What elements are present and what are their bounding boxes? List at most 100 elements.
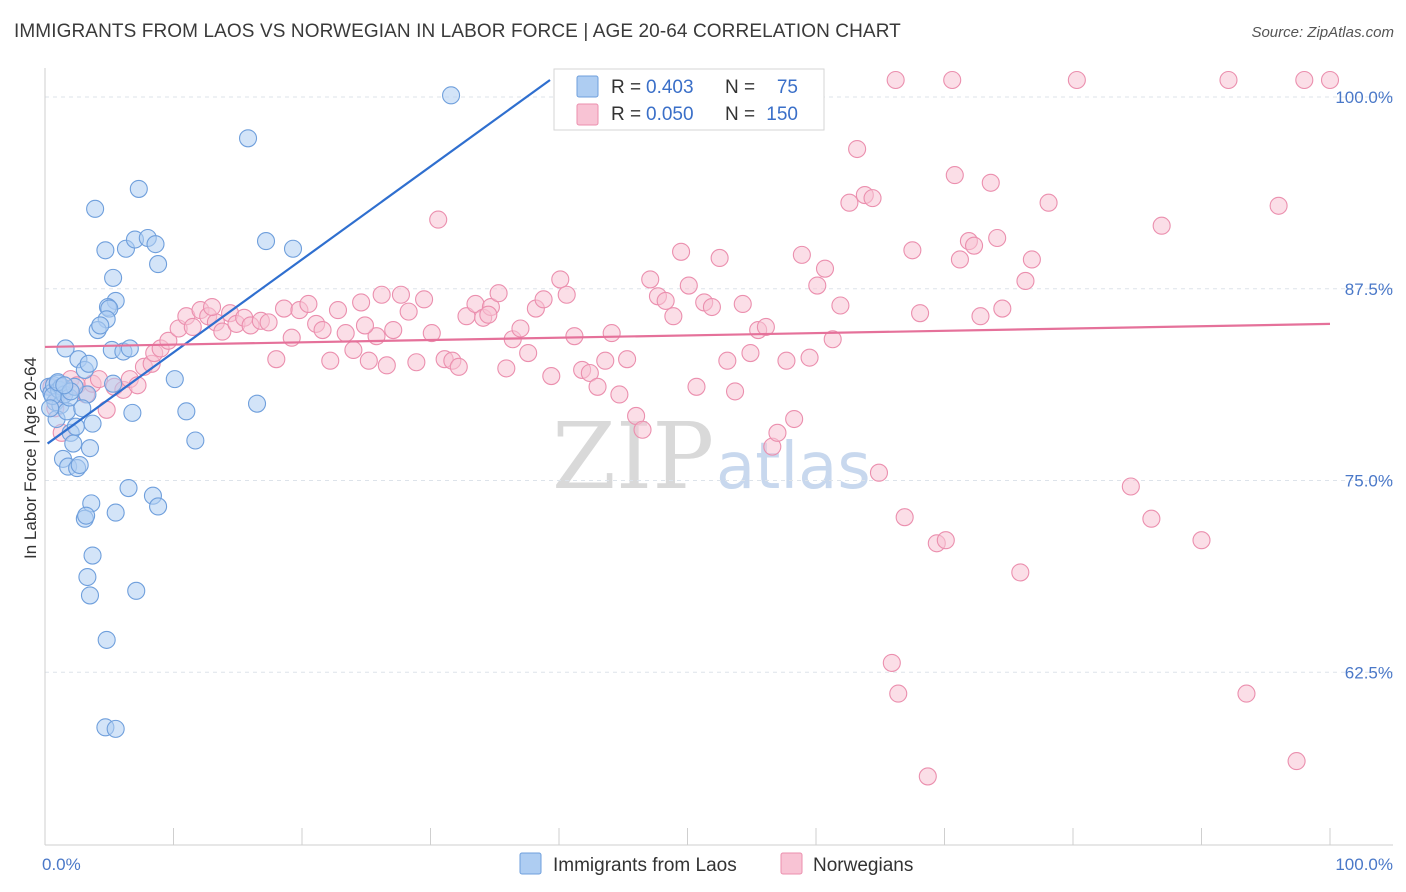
norwegians-point (831, 296, 850, 315)
gridlines (45, 96, 1393, 673)
laos-point (83, 546, 102, 565)
laos-point (177, 402, 196, 421)
norwegians-point (981, 173, 1000, 192)
bottom-legend-swatch-norwegians (780, 852, 803, 875)
norwegians-point (519, 344, 538, 363)
norwegians-point (1022, 250, 1041, 269)
norwegians-points (42, 70, 1340, 786)
x-tick-label-min: 0.0% (42, 855, 81, 874)
norwegians-point (725, 382, 745, 401)
norwegians-point (633, 420, 652, 439)
norwegians-point (542, 367, 561, 386)
norwegians-point (377, 356, 396, 375)
norwegians-point (687, 377, 706, 396)
norwegians-point (823, 330, 842, 349)
laos-point (78, 567, 97, 587)
norwegians-point (344, 340, 363, 360)
norwegians-point (672, 242, 691, 261)
norwegians-point (965, 236, 984, 255)
norwegians-point (710, 248, 729, 267)
norwegians-point (407, 353, 426, 372)
norwegians-point (993, 299, 1012, 318)
legend-n-value-blue: 75 (777, 77, 798, 98)
laos-point (283, 239, 303, 258)
norwegians-point (641, 270, 660, 289)
legend-r-label-blue: R = (611, 77, 641, 98)
legend-n-label-pink: N = (725, 104, 755, 125)
norwegians-point (886, 70, 905, 90)
norwegians-point (352, 293, 371, 312)
laos-point (146, 235, 165, 254)
laos-point (77, 506, 96, 525)
norwegians-point (274, 299, 294, 318)
norwegians-point (267, 350, 286, 369)
norwegians-point (1067, 70, 1086, 90)
norwegians-point (1121, 477, 1140, 496)
norwegians-point (664, 307, 683, 326)
y-tick-label: 87.5% (1345, 280, 1393, 299)
norwegians-point (479, 305, 498, 324)
norwegians-point (945, 166, 964, 185)
norwegians-point (785, 409, 804, 429)
norwegians-point (903, 241, 922, 260)
norwegians-point (497, 359, 516, 378)
series-legend: Immigrants from Laos Norwegians (519, 852, 913, 876)
laos-point (41, 399, 60, 418)
norwegians-point (1016, 271, 1035, 291)
norwegians-point (768, 423, 787, 442)
norwegians-point (588, 377, 607, 396)
laos-point (149, 497, 168, 516)
norwegians-trend-line (44, 322, 1331, 349)
norwegians-point (911, 304, 930, 323)
norwegians-point (1287, 752, 1306, 771)
norwegians-point (895, 508, 914, 527)
tick-labels: 100.0% 87.5% 75.0% 62.5% 0.0% 100.0% (42, 88, 1393, 874)
laos-point (256, 232, 276, 251)
norwegians-point (889, 684, 908, 703)
norwegians-point (183, 317, 202, 337)
norwegians-point (1142, 509, 1161, 528)
laos-point (64, 434, 83, 453)
norwegians-point (792, 245, 811, 264)
norwegians-point (918, 767, 937, 786)
norwegians-point (336, 324, 355, 343)
trend-lines (44, 79, 1331, 445)
legend-n-value-pink: 150 (766, 104, 798, 125)
laos-point (247, 394, 267, 413)
laos-point (79, 354, 98, 373)
laos-point (104, 268, 123, 287)
laos-point (91, 316, 110, 335)
y-tick-label: 75.0% (1345, 472, 1393, 491)
laos-point (165, 370, 184, 389)
norwegians-point (384, 320, 403, 340)
norwegians-point (355, 316, 375, 335)
norwegians-point (800, 348, 819, 367)
laos-trend-line (46, 79, 551, 445)
y-tick-label: 100.0% (1335, 88, 1393, 107)
norwegians-point (718, 351, 737, 370)
norwegians-point (565, 327, 584, 346)
norwegians-point (449, 357, 468, 376)
norwegians-point (610, 385, 629, 404)
norwegians-point (299, 294, 318, 314)
norwegians-point (534, 290, 553, 309)
laos-point (80, 439, 100, 458)
norwegians-point (213, 322, 232, 341)
norwegians-point (882, 653, 901, 672)
norwegians-point (511, 319, 530, 338)
axes (44, 68, 1393, 846)
norwegians-point (328, 301, 348, 320)
norwegians-point (756, 317, 775, 337)
norwegians-point (602, 324, 621, 343)
legend-swatch-blue (576, 75, 599, 98)
bottom-legend-swatch-laos (519, 852, 542, 875)
norwegians-point (359, 351, 378, 370)
norwegians-point (702, 297, 721, 317)
norwegians-point (733, 294, 752, 314)
laos-point (106, 503, 125, 522)
norwegians-point (399, 302, 418, 321)
laos-point (83, 414, 102, 433)
norwegians-point (950, 250, 969, 269)
norwegians-point (391, 285, 410, 304)
